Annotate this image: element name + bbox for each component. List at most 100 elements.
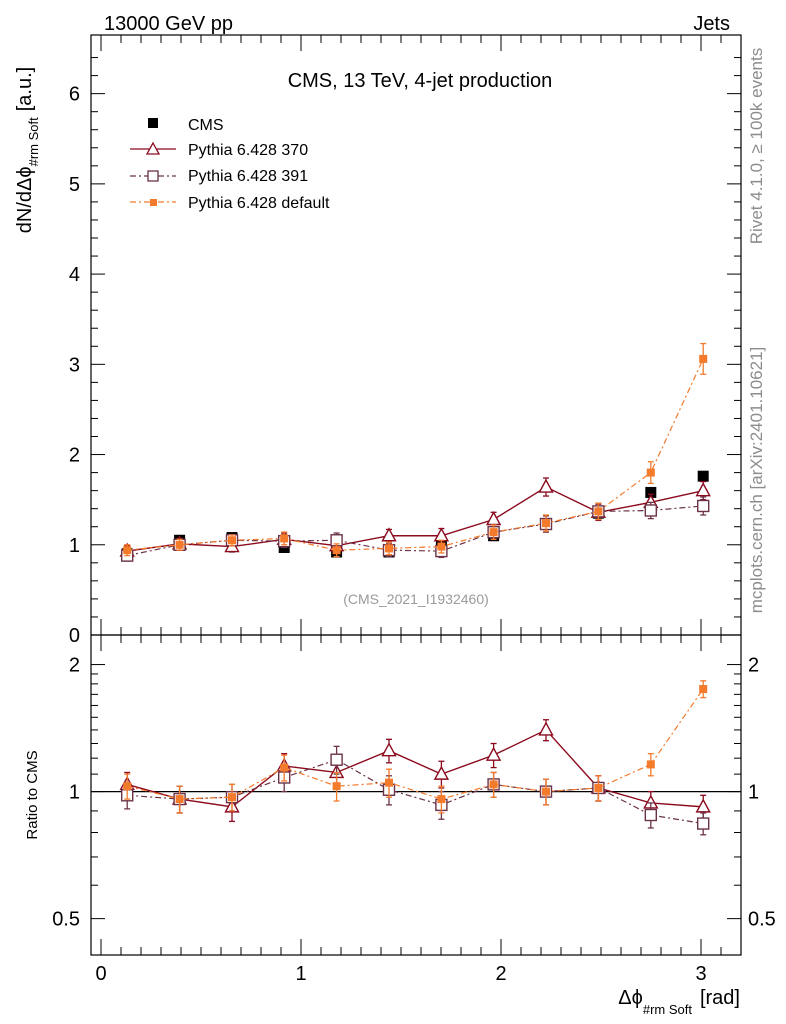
ratio-data-point [228, 793, 236, 802]
main-y-label-unit: [a.u.] [14, 67, 36, 111]
main-y-label-base: dN/dΔϕ [14, 166, 36, 233]
x-label-base: Δϕ [618, 987, 643, 1009]
data-point [645, 486, 657, 498]
x-label-sub: #rm Soft [643, 1002, 693, 1017]
data-point [594, 507, 603, 516]
legend-cms: CMS [148, 117, 224, 134]
main-y-label-sub: #rm Soft [26, 117, 41, 167]
ratio-y-tick-label: 2 [69, 655, 80, 677]
ratio-data-point [385, 778, 393, 787]
ratio-data-point [489, 780, 498, 789]
ratio-series-p391 [120, 745, 710, 836]
data-point [697, 470, 709, 482]
ratio-data-point [381, 742, 397, 757]
ratio-data-point [330, 753, 343, 766]
main-y-tick-label: 0 [69, 625, 80, 647]
ratio-plot-frame [90, 634, 742, 956]
legend-p370-marker [145, 141, 161, 155]
x-tick-label: 3 [695, 963, 706, 985]
ratio-series [119, 680, 711, 836]
main-y-tick-label: 4 [69, 264, 80, 286]
ratio-data-point [485, 746, 502, 761]
ratio-series-line [127, 729, 704, 808]
series-line [127, 505, 704, 557]
data-point [695, 482, 711, 497]
ratio-data-point [538, 721, 554, 736]
legend-p370: Pythia 6.428 370 [130, 141, 308, 159]
header-right: Jets [693, 13, 730, 35]
legend-cms-label: CMS [188, 117, 224, 134]
ratio-y-tick-label: 1 [69, 782, 80, 804]
main-axes: 0 1 2 3 4 5 6 [69, 35, 741, 647]
ratio-data-point [697, 817, 710, 830]
data-point [489, 528, 498, 537]
legend-pdefault-marker [150, 199, 157, 206]
x-label-unit: [rad] [700, 987, 740, 1009]
data-point [646, 468, 655, 477]
ratio-series-line [127, 759, 704, 825]
data-point [485, 511, 502, 526]
data-point [699, 354, 708, 363]
ratio-series-p370 [119, 719, 711, 823]
legend-p391: Pythia 6.428 391 [130, 168, 308, 185]
series-line [127, 486, 704, 552]
x-tick-label: 0 [95, 963, 106, 985]
data-point [437, 542, 446, 551]
ratio-data-point [695, 798, 711, 813]
ratio-data-point [280, 763, 289, 772]
data-point [228, 536, 236, 545]
svg-text:dN/dΔϕ#rm Soft[a.u.]: dN/dΔϕ#rm Soft [a.u.] [14, 67, 41, 233]
ratio-data-point [332, 782, 341, 791]
legend-p391-label: Pythia 6.428 391 [188, 168, 308, 185]
x-axis-label: Δϕ#rm Soft [rad] [618, 987, 740, 1017]
legend-p391-marker [147, 170, 159, 182]
series-line [127, 358, 704, 551]
legend-pdefault: Pythia 6.428 default [130, 195, 330, 212]
data-point [542, 519, 550, 528]
ratio-data-point [433, 765, 450, 780]
ratio-data-point [644, 808, 657, 822]
data-point [280, 534, 289, 543]
ratio-y-tick-label-right: 2 [748, 655, 759, 677]
ratio-series-pdefault [123, 680, 708, 814]
main-plot-title: CMS, 13 TeV, 4-jet production [288, 70, 553, 92]
ratio-data-point [594, 783, 603, 792]
ratio-axes: 0.5 0.5 1 1 2 2 0 1 2 3 [52, 635, 776, 985]
main-y-tick-label: 1 [69, 535, 80, 557]
legend: CMS Pythia 6.428 370 Pythia 6.428 391 Py… [130, 117, 330, 212]
series-p370 [119, 477, 711, 558]
main-series [119, 342, 711, 562]
ratio-y-tick-label-right: 1 [748, 782, 759, 804]
header-left: 13000 GeV pp [104, 13, 233, 35]
ratio-data-point [699, 685, 708, 694]
ratio-y-axis-label: Ratio to CMS [24, 750, 41, 839]
analysis-watermark: (CMS_2021_I1932460) [343, 591, 489, 607]
data-point [644, 504, 657, 517]
ratio-data-point [646, 760, 655, 769]
ratio-y-tick-label-right: 0.5 [748, 909, 776, 931]
ratio-data-point [175, 795, 184, 804]
data-point [381, 527, 397, 542]
legend-p370-label: Pythia 6.428 370 [188, 142, 308, 159]
ratio-series-line [127, 688, 704, 800]
ratio-data-point [437, 795, 446, 804]
main-y-tick-label: 2 [69, 445, 80, 467]
series-pdefault [123, 342, 708, 558]
mcplots-label: mcplots.cern.ch [arXiv:2401.10621] [747, 347, 766, 613]
ratio-y-tick-label: 0.5 [52, 909, 80, 931]
main-y-tick-label: 6 [69, 84, 80, 106]
ratio-data-point [123, 782, 132, 791]
data-point [175, 540, 184, 549]
data-point [123, 546, 132, 555]
main-y-tick-label: 3 [69, 354, 80, 376]
data-point [332, 546, 341, 555]
rivet-label: Rivet 4.1.0, ≥ 100k events [747, 48, 766, 244]
data-point [538, 478, 554, 493]
data-point [697, 499, 710, 513]
main-y-tick-label: 5 [69, 174, 80, 196]
data-point [385, 544, 393, 553]
ratio-data-point [542, 787, 550, 796]
legend-pdefault-label: Pythia 6.428 default [188, 195, 330, 212]
series-p391 [120, 496, 710, 562]
